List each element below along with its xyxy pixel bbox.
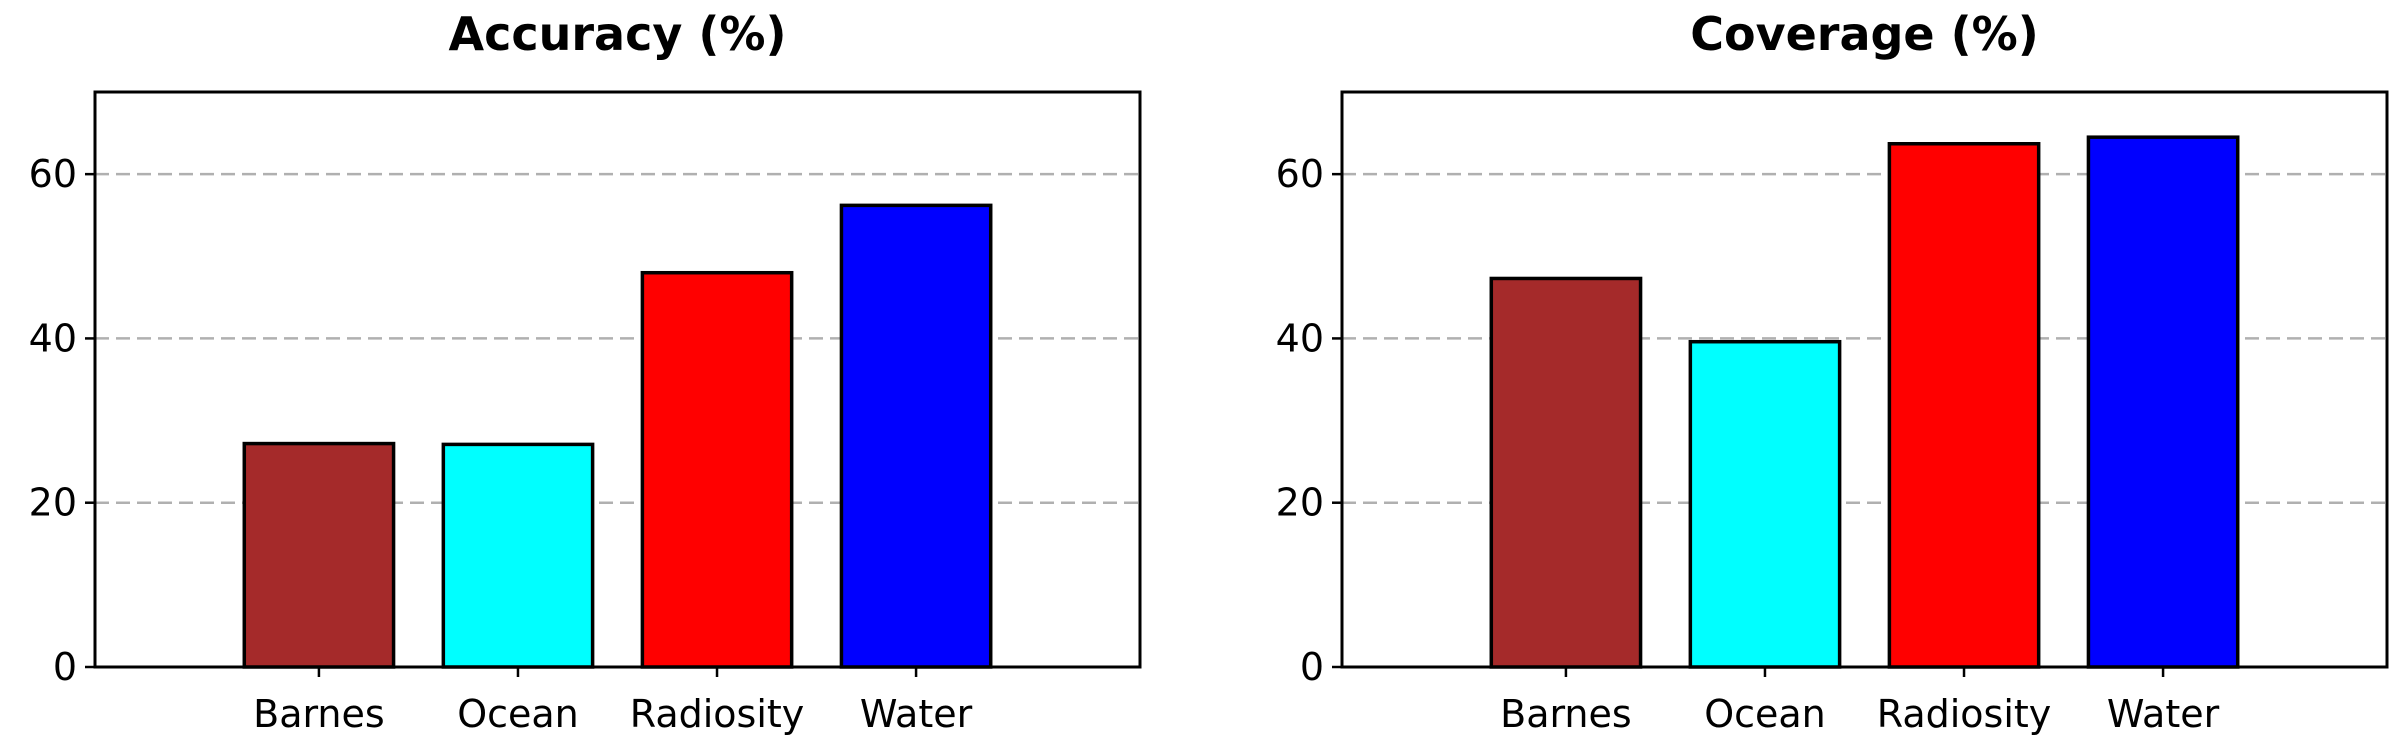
accuracy-chart-panel: Accuracy (%) 0 20 40 60 Barnes Ocean Radiosity… [29,7,1142,736]
bar-water [839,203,993,669]
plot-frame [93,90,1142,669]
x-tick-label: Radiosity [630,692,805,736]
chart-title: Accuracy (%) [448,7,786,61]
y-tick-label: 40 [1276,316,1324,360]
bar-ocean [441,442,595,669]
plot-frame [1340,90,2389,669]
bar-radiosity [640,270,794,669]
x-tick-label: Barnes [253,692,385,736]
bar-water [2086,135,2240,669]
y-tick-label: 0 [1300,645,1324,689]
x-tick-label: Water [2107,692,2220,736]
y-tick-label: 20 [29,481,77,525]
chart-title: Coverage (%) [1690,7,2039,61]
x-tick-label: Water [860,692,973,736]
y-tick-label: 60 [1276,152,1324,196]
x-tick-label: Ocean [1704,692,1826,736]
y-tick-label: 0 [53,645,77,689]
y-tick-label: 60 [29,152,77,196]
y-tick-label: 20 [1276,481,1324,525]
y-tick-label: 40 [29,316,77,360]
bar-radiosity [1887,142,2041,669]
x-tick-label: Radiosity [1877,692,2052,736]
coverage-chart-panel: Coverage (%) 0 20 40 60 Barnes Ocean Radiosity… [1276,7,2389,736]
x-tick-label: Ocean [457,692,579,736]
bar-barnes [1489,276,1643,669]
bar-barnes [242,441,396,669]
bar-ocean [1688,339,1842,669]
x-tick-label: Barnes [1500,692,1632,736]
